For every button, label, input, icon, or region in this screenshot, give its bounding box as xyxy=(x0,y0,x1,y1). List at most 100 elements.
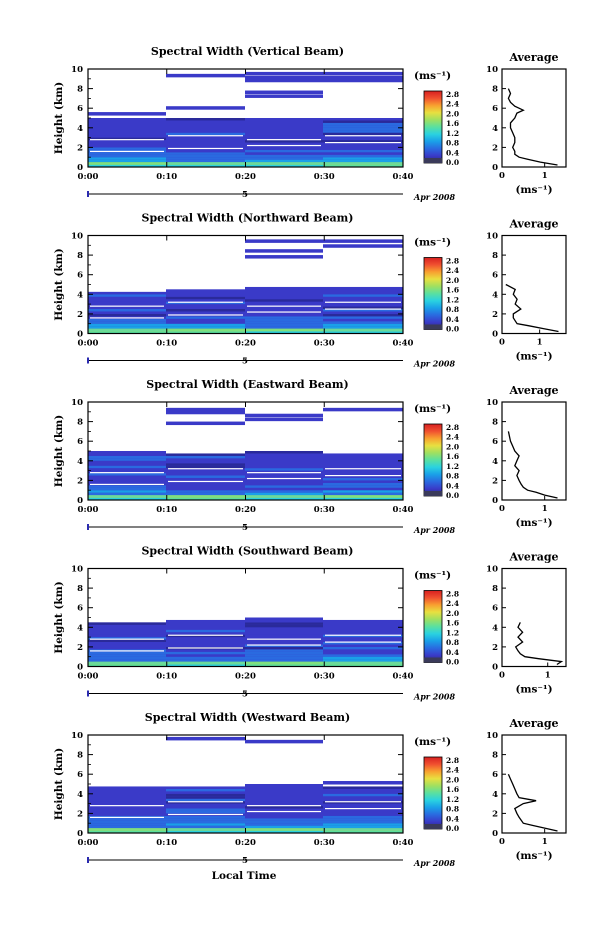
heatmap-cell xyxy=(323,301,403,305)
heatmap-layer xyxy=(245,239,403,243)
heatmap-cell xyxy=(245,458,323,461)
heatmap-gap xyxy=(247,644,321,646)
heatmap-cell xyxy=(166,118,245,121)
heatmap-cell xyxy=(245,152,323,155)
heatmap-cell xyxy=(245,497,323,500)
x-tick-label: 0:40 xyxy=(393,672,414,682)
average-y-tick-label: 2 xyxy=(492,310,498,320)
heatmap-cell xyxy=(245,132,323,136)
heatmap-cell xyxy=(245,304,323,307)
y-tick-label: 10 xyxy=(71,398,83,408)
heatmap-gap xyxy=(247,810,321,813)
heatmap-cell xyxy=(245,318,323,322)
heatmap-cell xyxy=(166,455,245,459)
heatmap-cell xyxy=(166,296,245,300)
y-tick-label: 2 xyxy=(77,643,83,653)
heatmap-cell xyxy=(88,786,166,789)
heatmap-layer xyxy=(323,244,403,248)
heatmap-cell xyxy=(166,299,245,302)
y-axis-label: Height (km) xyxy=(53,415,65,487)
x-tick-label: 0:10 xyxy=(156,339,177,349)
y-tick-label: 4 xyxy=(77,623,83,633)
heatmap-gap xyxy=(247,305,321,307)
average-y-tick-label: 0 xyxy=(492,330,498,340)
heatmap-cell xyxy=(323,149,403,153)
heatmap-layer xyxy=(166,106,245,110)
heatmap-gap xyxy=(90,483,164,486)
heatmap-cell xyxy=(88,313,166,317)
heatmap-cell xyxy=(245,791,323,794)
heatmap-cell xyxy=(88,470,166,474)
heatmap-gap xyxy=(90,305,164,307)
heatmap-cell xyxy=(166,460,245,464)
heatmap-cell xyxy=(323,468,403,471)
heatmap-cell xyxy=(323,642,403,645)
heatmap-cell xyxy=(166,656,245,660)
heatmap-cell xyxy=(88,323,166,327)
heatmap-cell xyxy=(323,137,403,141)
heatmap-cell xyxy=(245,639,323,642)
x-tick-label: 0:30 xyxy=(314,838,335,848)
heatmap-cell xyxy=(323,808,403,811)
heatmap-cell xyxy=(245,644,323,647)
y-tick-label: 10 xyxy=(71,232,83,242)
heatmap-cell xyxy=(323,788,403,792)
heatmap-gap xyxy=(247,805,321,807)
heatmap-cell xyxy=(166,622,245,625)
heatmap-cell xyxy=(245,619,323,623)
heatmap-layer xyxy=(166,410,245,415)
heatmap-cell xyxy=(323,118,403,121)
heatmap-cell xyxy=(245,801,323,804)
heatmap-cell xyxy=(166,326,245,329)
average-title: Average xyxy=(508,384,558,397)
heatmap-cell xyxy=(166,818,245,821)
average-x-label: (ms⁻¹) xyxy=(515,351,552,363)
average-x-label: (ms⁻¹) xyxy=(515,517,552,529)
colorbar-tick-label: 1.6 xyxy=(446,619,459,628)
heatmap-cell xyxy=(245,477,323,481)
heatmap-cell xyxy=(245,125,323,128)
heatmap-cell xyxy=(88,830,166,833)
heatmap-cell xyxy=(88,130,166,133)
heatmap-cell xyxy=(323,825,403,829)
heatmap-cell xyxy=(166,627,245,630)
heatmap-cell xyxy=(323,813,403,816)
heatmap-cell xyxy=(166,492,245,496)
heatmap-cell xyxy=(323,487,403,491)
heatmap-cell xyxy=(245,490,323,493)
x-tick-label: 0:20 xyxy=(235,672,256,682)
panel-title: Spectral Width (Southward Beam) xyxy=(141,545,353,558)
heatmap-cell xyxy=(88,813,166,816)
heatmap-cell xyxy=(88,627,166,630)
heatmap-cell xyxy=(88,159,166,163)
heatmap-cell xyxy=(166,135,245,138)
colorbar-tick-label: 2.4 xyxy=(446,766,459,775)
x-tick-label: 0:00 xyxy=(78,505,99,515)
heatmap-cell xyxy=(88,120,166,123)
average-profile-line xyxy=(507,773,558,832)
heatmap-cell xyxy=(88,490,166,493)
date-label: Apr 2008 xyxy=(413,525,456,535)
heatmap-cell xyxy=(245,122,323,126)
heatmap-cell xyxy=(245,470,323,474)
heatmap-cell xyxy=(166,624,245,628)
colorbar-tick-label: 2.4 xyxy=(446,433,459,442)
colorbar-tick-label: 2.0 xyxy=(446,442,459,451)
heatmap-cell xyxy=(166,808,245,811)
y-tick-label: 8 xyxy=(77,751,83,761)
average-x-tick-label: 1 xyxy=(537,338,543,348)
heatmap-cell xyxy=(88,810,166,814)
panel-1: Spectral Width (Vertical Beam)02468100:0… xyxy=(53,45,567,202)
heatmap-cell xyxy=(245,810,323,814)
y-tick-label: 0 xyxy=(77,330,83,340)
y-tick-label: 6 xyxy=(77,604,83,614)
heatmap-cell xyxy=(323,798,403,802)
heatmap-cell xyxy=(166,820,245,824)
heatmap-gap xyxy=(168,480,243,483)
average-y-tick-label: 10 xyxy=(486,232,498,242)
heatmap-cell xyxy=(323,463,403,466)
panel-title: Spectral Width (Vertical Beam) xyxy=(151,45,344,58)
heatmap-cell xyxy=(245,144,323,148)
heatmap-cell xyxy=(245,786,323,789)
heatmap-cell xyxy=(166,810,245,814)
